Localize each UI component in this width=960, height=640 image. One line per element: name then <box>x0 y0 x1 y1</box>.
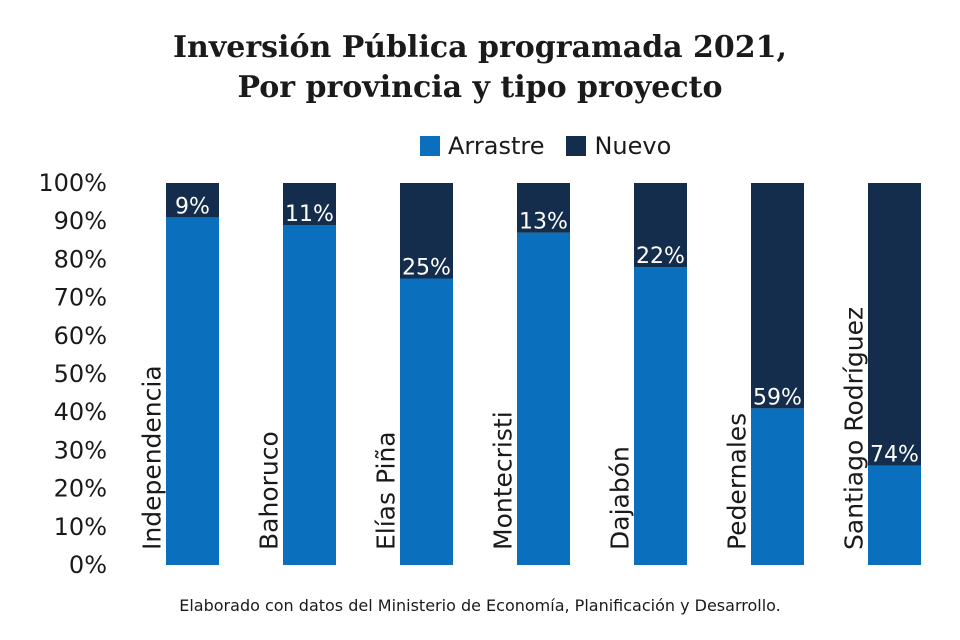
bar-arrastre-5 <box>751 408 804 565</box>
y-tick-label: 50% <box>54 360 107 388</box>
legend-item-arrastre: Arrastre <box>420 132 544 160</box>
legend-swatch-arrastre <box>420 136 440 156</box>
data-label: 9% <box>175 194 210 219</box>
bar-nuevo-5 <box>751 183 804 409</box>
y-tick-label: 60% <box>54 322 107 350</box>
category-label: Montecristi <box>489 411 518 550</box>
y-tick-label: 10% <box>54 513 107 541</box>
y-tick-label: 70% <box>54 284 107 312</box>
data-label: 22% <box>636 244 685 269</box>
y-tick-label: 90% <box>54 207 107 235</box>
bar-arrastre-3 <box>517 232 570 565</box>
y-tick-label: 30% <box>54 436 107 464</box>
y-tick-label: 40% <box>54 398 107 426</box>
legend-label-arrastre: Arrastre <box>448 132 545 160</box>
category-label: Dajabón <box>606 446 635 550</box>
bar-arrastre-2 <box>400 278 453 565</box>
category-label: Pedernales <box>723 413 752 550</box>
bar-arrastre-1 <box>283 225 336 565</box>
y-tick-label: 20% <box>54 475 107 503</box>
category-label: Santiago Rodríguez <box>840 307 869 550</box>
bar-nuevo-1 <box>283 183 336 226</box>
category-label: Independencia <box>138 365 167 550</box>
legend-label-nuevo: Nuevo <box>594 132 672 160</box>
y-tick-label: 80% <box>54 245 107 273</box>
data-label: 74% <box>870 443 919 468</box>
chart-title-line-2: Por provincia y tipo proyecto <box>237 70 723 105</box>
source-note: Elaborado con datos del Ministerio de Ec… <box>179 596 781 615</box>
y-tick-label: 100% <box>38 169 107 197</box>
y-tick-label: 0% <box>69 551 107 579</box>
chart-title: Inversión Pública programada 2021, Por p… <box>0 28 960 108</box>
bar-nuevo-2 <box>400 183 453 279</box>
chart-legend: Arrastre Nuevo <box>420 132 693 160</box>
bar-nuevo-6 <box>868 183 921 466</box>
bar-arrastre-4 <box>634 267 687 565</box>
chart-title-line-1: Inversión Pública programada 2021, <box>172 30 787 65</box>
bar-nuevo-4 <box>634 183 687 268</box>
category-label: Bahoruco <box>255 431 284 550</box>
category-label: Elías Piña <box>372 431 401 550</box>
data-label: 25% <box>402 256 451 281</box>
data-label: 13% <box>519 210 568 235</box>
bar-arrastre-0 <box>166 217 219 565</box>
data-label: 59% <box>753 385 802 410</box>
legend-item-nuevo: Nuevo <box>566 132 671 160</box>
bar-nuevo-0 <box>166 183 219 218</box>
bar-nuevo-3 <box>517 183 570 233</box>
data-label: 11% <box>285 202 334 227</box>
legend-swatch-nuevo <box>566 136 587 156</box>
bar-arrastre-6 <box>868 465 921 565</box>
